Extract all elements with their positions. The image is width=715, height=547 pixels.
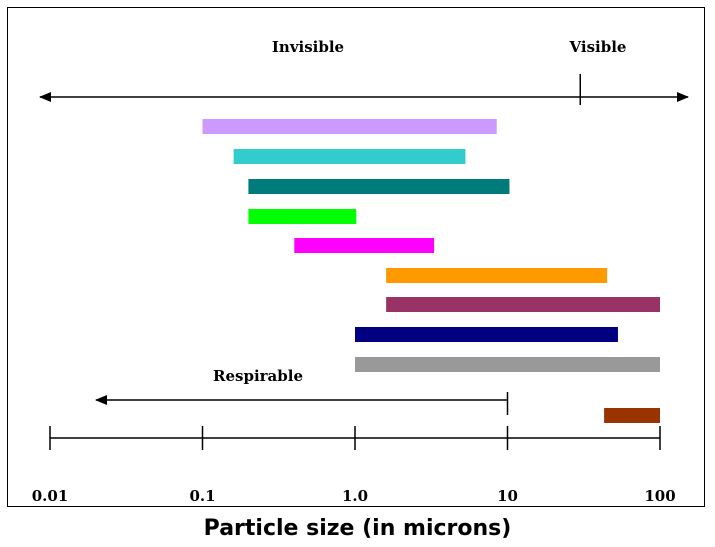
axis-tick-label-1: 0.01 bbox=[32, 487, 69, 505]
axis-tick-label-4: 10 bbox=[497, 487, 518, 505]
range-bar-4 bbox=[248, 209, 356, 224]
range-bar-9 bbox=[355, 357, 660, 372]
range-bar-1 bbox=[203, 119, 497, 134]
range-bar-3 bbox=[248, 179, 509, 194]
invisible-label: Invisible bbox=[272, 38, 344, 56]
respirable-label: Respirable bbox=[213, 367, 303, 385]
range-bar-6 bbox=[386, 268, 607, 283]
x-axis-caption: Particle size (in microns) bbox=[0, 510, 715, 547]
range-bar-8 bbox=[355, 327, 618, 342]
axis-tick-label-3: 1.0 bbox=[342, 487, 368, 505]
axis-tick-label-2: 0.1 bbox=[189, 487, 215, 505]
axis-tick-label-5: 100 bbox=[644, 487, 675, 505]
range-bar-5 bbox=[294, 238, 434, 253]
range-bar-10 bbox=[604, 408, 660, 423]
range-bar-7 bbox=[386, 297, 660, 312]
range-bar-2 bbox=[234, 149, 466, 164]
chart-frame: Invisible Visible Respirable 0.01 0.1 1.0 1… bbox=[7, 7, 705, 507]
particle-size-chart: Invisible Visible Respirable 0.01 0.1 1.0 1… bbox=[8, 8, 706, 508]
visible-label: Visible bbox=[569, 38, 627, 56]
